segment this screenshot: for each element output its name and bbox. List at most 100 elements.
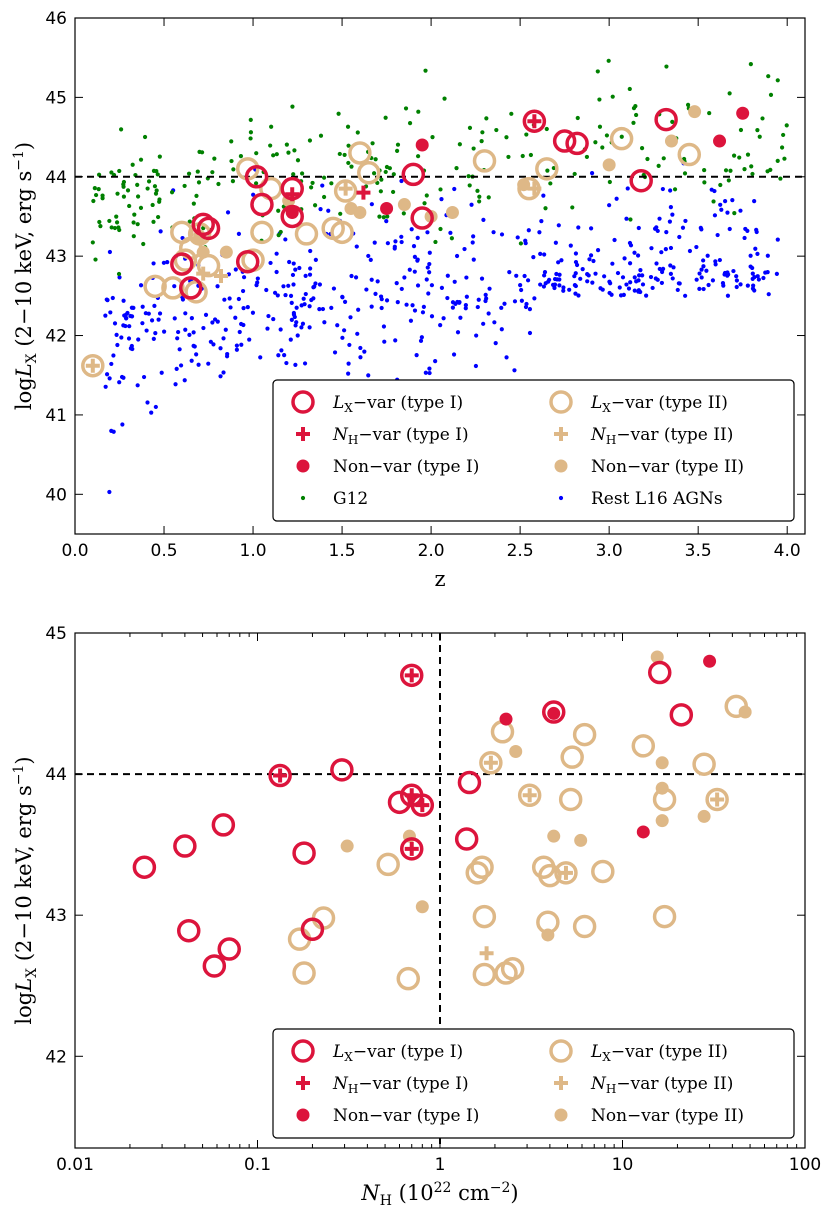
g12-point xyxy=(656,163,661,169)
g12-point xyxy=(230,179,236,184)
g12-point xyxy=(186,171,192,176)
x-tick-label: 2.5 xyxy=(507,541,534,561)
rest-point xyxy=(719,207,724,212)
type2-plus-point xyxy=(710,792,725,807)
type1-ring-point xyxy=(410,793,435,817)
type1-dot-point xyxy=(736,106,750,120)
rest-point xyxy=(180,297,186,302)
g12-point xyxy=(509,111,514,116)
rest-point xyxy=(208,339,213,344)
y-tick-label: 45 xyxy=(45,88,67,108)
rest-point xyxy=(514,273,519,278)
rest-point xyxy=(178,363,184,368)
rest-point xyxy=(704,268,709,273)
rest-point xyxy=(775,237,780,242)
rest-point xyxy=(120,422,125,427)
rest-point xyxy=(718,202,723,207)
g12-point xyxy=(93,192,99,198)
rest-point xyxy=(318,206,323,212)
g12-point xyxy=(295,158,301,163)
rest-point xyxy=(567,287,572,292)
g12-point xyxy=(610,94,615,99)
type1-dot-point xyxy=(713,134,727,148)
legend-label-text: G12 xyxy=(333,489,368,509)
rest-point xyxy=(308,266,313,271)
rest-point xyxy=(332,350,338,355)
rest-point xyxy=(518,283,523,288)
g12-point xyxy=(737,155,742,160)
rest-point xyxy=(175,336,180,341)
rest-point xyxy=(317,282,323,287)
g12-point xyxy=(195,169,200,174)
legend-label-var: N xyxy=(590,1074,607,1094)
y-axis-label: logLX (2−10 keV, erg s−1) xyxy=(11,142,40,410)
rest-point xyxy=(429,314,435,319)
g12-point xyxy=(109,225,114,230)
rest-point xyxy=(475,304,480,310)
rest-point xyxy=(265,326,270,331)
g12-point xyxy=(121,194,127,199)
rest-point xyxy=(347,342,352,348)
legend-label-sub: X xyxy=(344,401,353,415)
g12-point xyxy=(631,120,636,125)
rest-point xyxy=(622,256,627,261)
y-tick-label: 46 xyxy=(45,9,67,29)
y-tick-label: 44 xyxy=(45,168,67,188)
rest-point xyxy=(687,248,693,254)
type2-dot-point xyxy=(509,745,523,759)
g12-point xyxy=(93,257,98,262)
rest-point xyxy=(445,295,450,301)
g12-point xyxy=(157,199,162,204)
type2-ring-point xyxy=(479,751,503,775)
type2-ring-point xyxy=(173,248,198,272)
rest-point xyxy=(659,250,664,255)
rest-point xyxy=(158,229,163,234)
rest-point xyxy=(127,324,132,329)
type2-ring-point xyxy=(558,787,583,812)
rest-point xyxy=(234,343,239,348)
rest-point xyxy=(384,219,389,224)
y-tick-label: 43 xyxy=(45,247,67,267)
rest-point xyxy=(162,329,167,334)
rest-point xyxy=(723,199,728,204)
g12-point xyxy=(757,134,762,139)
y-label-exp: −1 xyxy=(11,150,27,171)
rest-point xyxy=(364,287,369,292)
x-tick-label: 0.1 xyxy=(244,1155,271,1175)
g12-point xyxy=(391,172,396,177)
legend-label-var: N xyxy=(590,425,607,445)
type1-ring-point xyxy=(170,252,194,276)
legend-label: G12 xyxy=(333,489,368,509)
g12-point xyxy=(114,214,119,219)
g12-point xyxy=(750,171,755,177)
rest-point xyxy=(640,273,645,278)
rest-point xyxy=(233,315,238,320)
g12-point xyxy=(309,185,314,190)
rest-point xyxy=(568,243,573,248)
rest-point xyxy=(283,292,288,298)
rest-point xyxy=(615,270,621,276)
g12-point xyxy=(383,115,388,120)
rest-point xyxy=(587,257,592,262)
rest-point xyxy=(288,293,294,298)
rest-point xyxy=(415,258,420,263)
g12-point xyxy=(433,239,438,245)
rest-point xyxy=(612,237,617,243)
rest-point xyxy=(462,246,467,252)
legend-marker xyxy=(554,1108,568,1122)
rest-point xyxy=(664,230,669,235)
y-label-var: L xyxy=(12,978,36,993)
rest-point xyxy=(295,333,300,338)
type1-ring-point xyxy=(176,918,201,943)
rest-point xyxy=(712,213,718,218)
y-label-log: log xyxy=(12,992,36,1025)
legend-label: LX−var (type II) xyxy=(590,393,728,415)
type1-plus-point xyxy=(356,185,371,200)
rest-point xyxy=(128,346,133,351)
rest-point xyxy=(157,311,163,316)
rest-point xyxy=(189,358,194,363)
rest-point xyxy=(624,216,629,221)
rest-point xyxy=(586,273,591,278)
rest-point xyxy=(183,311,188,316)
g12-point xyxy=(634,112,639,118)
